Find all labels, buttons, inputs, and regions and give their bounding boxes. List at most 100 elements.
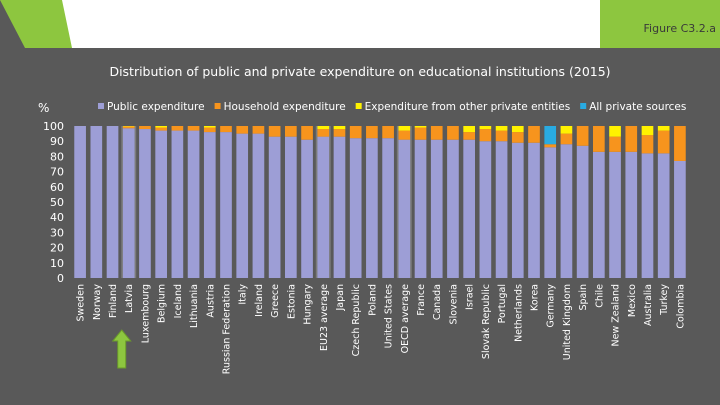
- legend-label: Public expenditure: [107, 101, 205, 113]
- x-tick-label: New Zealand: [611, 284, 622, 346]
- bar-segment: [220, 126, 232, 133]
- bar-segment: [447, 126, 459, 140]
- bar-segment: [155, 127, 167, 131]
- header-white-panel: [62, 0, 600, 48]
- x-tick-label: Belgium: [157, 284, 168, 323]
- bar-segment: [544, 144, 557, 148]
- bar-segment: [463, 126, 475, 133]
- bar-segment: [155, 130, 167, 278]
- x-tick-label: Spain: [578, 284, 589, 311]
- bar-segment: [203, 132, 216, 278]
- bar-segment: [122, 126, 135, 129]
- bar-segment: [511, 132, 524, 143]
- bar-segment: [495, 126, 508, 131]
- bar-segment: [333, 129, 346, 137]
- bar-segment: [74, 126, 86, 278]
- bar-segment: [495, 130, 508, 142]
- legend-swatch: [355, 103, 362, 109]
- y-tick-label: 90: [50, 135, 64, 148]
- bar-segment: [171, 126, 184, 131]
- x-tick-label: Finland: [108, 284, 119, 318]
- bar-segment: [657, 153, 670, 278]
- bar-segment: [382, 138, 394, 278]
- legend-label: Household expenditure: [224, 101, 346, 113]
- x-tick-label: United States: [384, 284, 395, 348]
- y-tick-label: 80: [50, 150, 64, 163]
- x-tick-label: Italy: [238, 284, 249, 305]
- x-tick-label: Hungary: [303, 284, 314, 325]
- x-tick-label: Portugal: [497, 284, 508, 323]
- legend-label: Expenditure from other private entities: [365, 101, 571, 113]
- x-tick-label: Norway: [92, 284, 103, 320]
- bar-segment: [349, 138, 362, 278]
- x-tick-label: France: [416, 284, 427, 316]
- bar-segment: [220, 132, 232, 278]
- x-tick-label: Iceland: [173, 284, 184, 318]
- bar-segment: [463, 139, 475, 278]
- y-tick-label: 30: [50, 226, 64, 239]
- bar-segment: [625, 126, 638, 152]
- x-tick-label: Slovak Republic: [481, 284, 492, 359]
- bar-segment: [495, 141, 508, 278]
- bar-segment: [447, 139, 459, 278]
- x-tick-label: Estonia: [286, 284, 297, 319]
- bar-segment: [122, 128, 135, 278]
- bar-segment: [657, 126, 670, 131]
- bar-segment: [463, 132, 475, 140]
- bar-segment: [333, 136, 346, 278]
- bar-segment: [430, 139, 443, 278]
- bar-segment: [560, 144, 573, 278]
- bar-segment: [301, 126, 313, 140]
- bar-segment: [155, 126, 167, 128]
- x-tick-label: Czech Republic: [351, 284, 362, 356]
- y-tick-label: 20: [50, 242, 64, 255]
- bar-segment: [414, 126, 427, 128]
- bar-segment: [285, 126, 297, 137]
- bar-segment: [576, 145, 589, 278]
- bar-segment: [544, 126, 557, 145]
- bar-segment: [203, 127, 216, 133]
- x-tick-label: Latvia: [124, 284, 135, 313]
- y-tick-label: 50: [50, 196, 64, 209]
- x-tick-label: Japan: [335, 284, 346, 312]
- bar-segment: [203, 126, 216, 128]
- legend-swatch: [214, 103, 221, 109]
- bar-segment: [252, 126, 265, 134]
- x-tick-label: Germany: [546, 284, 557, 328]
- x-tick-label: Slovenia: [448, 284, 459, 324]
- bar-segment: [268, 136, 281, 278]
- bar-segment: [641, 135, 654, 154]
- bar-segment: [317, 126, 330, 130]
- bar-segment: [625, 151, 638, 278]
- bar-segment: [479, 129, 492, 142]
- bar-segment: [544, 147, 557, 278]
- bar-segment: [187, 130, 200, 278]
- bar-segment: [641, 126, 654, 136]
- y-tick-label: 0: [57, 272, 64, 285]
- bar-segment: [252, 133, 265, 278]
- bar-segment: [333, 126, 346, 130]
- bar-segment: [657, 130, 670, 154]
- bar-segment: [301, 139, 313, 278]
- bar-segment: [593, 151, 605, 278]
- header-bar: [0, 0, 720, 52]
- bar-segment: [479, 126, 492, 130]
- bar-segment: [511, 126, 524, 133]
- bar-segment: [349, 126, 362, 139]
- x-tick-label: Mexico: [627, 284, 638, 317]
- bar-segment: [398, 139, 411, 278]
- bar-segment: [560, 133, 573, 145]
- bar-segment: [398, 130, 411, 140]
- bar-segment: [236, 133, 249, 278]
- bar-segment: [171, 130, 184, 278]
- bar-segment: [382, 126, 394, 139]
- bar-segment: [139, 129, 151, 278]
- x-tick-label: Chile: [594, 284, 605, 308]
- y-tick-label: 70: [50, 166, 64, 179]
- x-tick-label: Australia: [643, 284, 654, 326]
- bar-segment: [285, 136, 297, 278]
- bar-segment: [511, 142, 524, 278]
- bar-segment: [236, 126, 249, 134]
- bar-segment: [268, 126, 281, 137]
- bar-segment: [674, 126, 686, 161]
